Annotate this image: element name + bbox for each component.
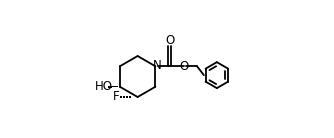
Text: O: O — [165, 34, 174, 47]
Text: O: O — [179, 60, 189, 73]
Text: N: N — [152, 59, 161, 72]
Text: F: F — [113, 90, 120, 103]
Text: HO: HO — [95, 80, 113, 93]
